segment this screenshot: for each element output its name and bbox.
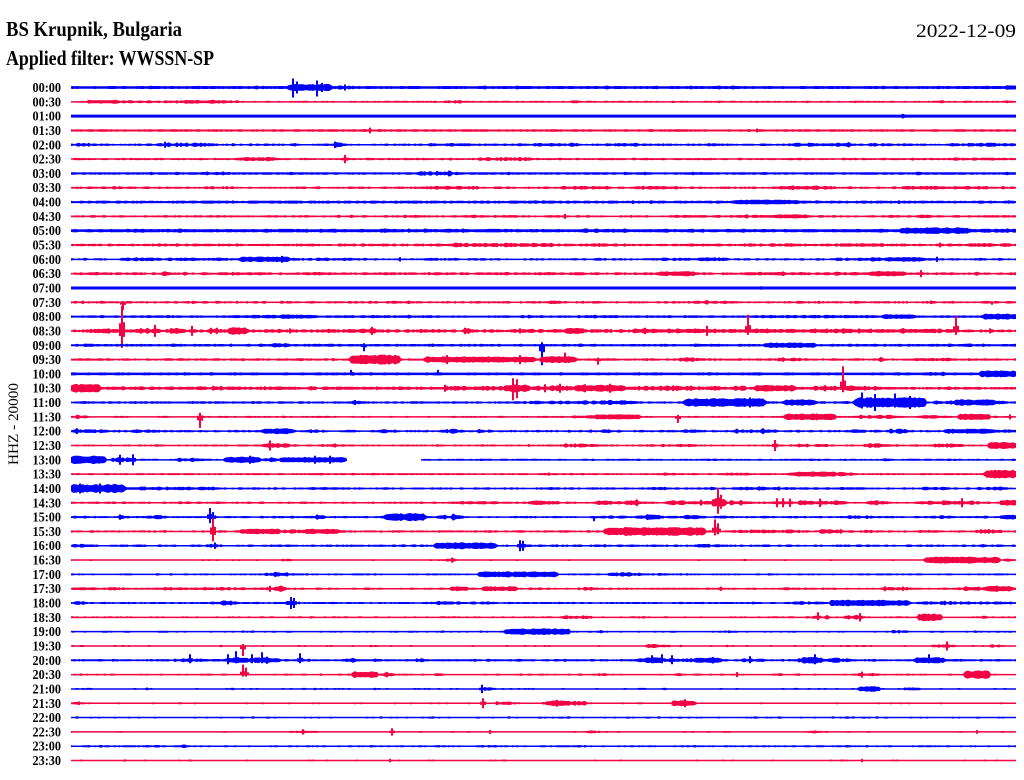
svg-text:20:00: 20:00 [33, 654, 62, 669]
svg-text:14:00: 14:00 [33, 482, 62, 497]
svg-text:11:00: 11:00 [33, 396, 62, 411]
svg-text:18:30: 18:30 [33, 611, 62, 626]
svg-text:2022-12-09: 2022-12-09 [916, 21, 1016, 42]
svg-text:01:30: 01:30 [33, 124, 62, 139]
svg-text:21:30: 21:30 [33, 697, 62, 712]
svg-text:10:00: 10:00 [33, 367, 62, 382]
svg-text:Applied filter: WWSSN-SP: Applied filter: WWSSN-SP [6, 46, 214, 70]
svg-text:11:30: 11:30 [33, 410, 62, 425]
svg-text:03:30: 03:30 [33, 181, 62, 196]
svg-text:21:00: 21:00 [33, 682, 62, 697]
svg-text:10:30: 10:30 [33, 382, 62, 397]
svg-text:05:00: 05:00 [33, 224, 62, 239]
svg-text:07:30: 07:30 [33, 296, 62, 311]
svg-text:15:30: 15:30 [33, 525, 62, 540]
svg-text:22:00: 22:00 [33, 711, 62, 726]
svg-text:12:30: 12:30 [33, 439, 62, 454]
svg-text:BS Krupnik, Bulgaria: BS Krupnik, Bulgaria [6, 17, 182, 41]
svg-text:00:00: 00:00 [33, 81, 62, 96]
svg-text:19:30: 19:30 [33, 640, 62, 655]
svg-text:23:00: 23:00 [33, 740, 62, 755]
svg-text:20:30: 20:30 [33, 668, 62, 683]
svg-text:05:30: 05:30 [33, 239, 62, 254]
svg-text:07:00: 07:00 [33, 282, 62, 297]
svg-text:09:00: 09:00 [33, 339, 62, 354]
svg-text:06:30: 06:30 [33, 267, 62, 282]
svg-text:08:30: 08:30 [33, 324, 62, 339]
svg-text:01:00: 01:00 [33, 110, 62, 125]
svg-text:12:00: 12:00 [33, 425, 62, 440]
svg-text:16:00: 16:00 [33, 539, 62, 554]
svg-text:04:30: 04:30 [33, 210, 62, 225]
svg-text:17:00: 17:00 [33, 568, 62, 583]
svg-text:02:00: 02:00 [33, 138, 62, 153]
svg-text:14:30: 14:30 [33, 496, 62, 511]
svg-text:22:30: 22:30 [33, 725, 62, 740]
svg-text:13:00: 13:00 [33, 453, 62, 468]
svg-text:02:30: 02:30 [33, 153, 62, 168]
svg-text:08:00: 08:00 [33, 310, 62, 325]
svg-text:18:00: 18:00 [33, 597, 62, 612]
svg-text:16:30: 16:30 [33, 554, 62, 569]
svg-text:13:30: 13:30 [33, 468, 62, 483]
svg-text:17:30: 17:30 [33, 582, 62, 597]
svg-text:19:00: 19:00 [33, 625, 62, 640]
svg-text:00:30: 00:30 [33, 95, 62, 110]
svg-text:HHZ - 20000: HHZ - 20000 [6, 383, 22, 465]
svg-text:03:00: 03:00 [33, 167, 62, 182]
svg-text:23:30: 23:30 [33, 754, 62, 769]
svg-text:04:00: 04:00 [33, 196, 62, 211]
svg-text:15:00: 15:00 [33, 511, 62, 526]
svg-text:09:30: 09:30 [33, 353, 62, 368]
svg-text:06:00: 06:00 [33, 253, 62, 268]
